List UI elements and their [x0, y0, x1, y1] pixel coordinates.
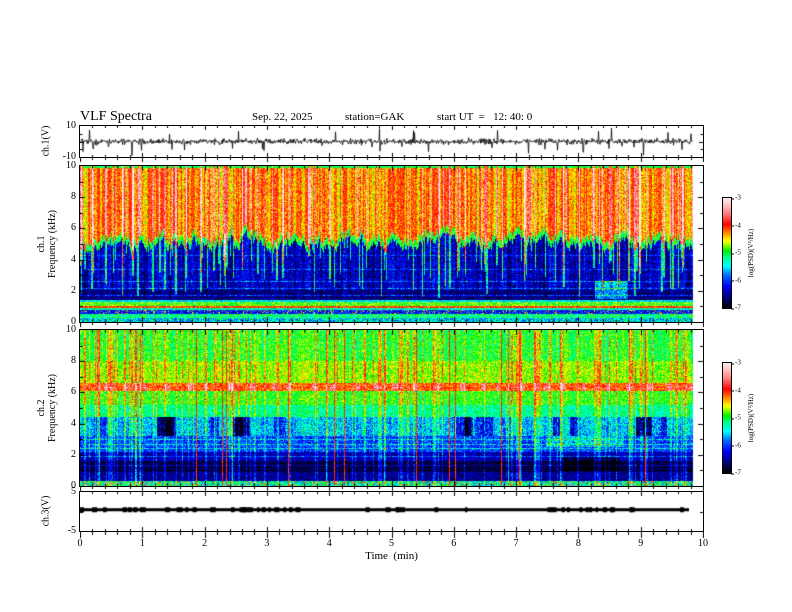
tick-label: -5 — [731, 248, 741, 257]
ch1-y-label: ch.1(V) — [40, 125, 52, 157]
tick-label: -3 — [731, 193, 741, 202]
colorbar-ch2-label: log(PSD)(V²/Hz) — [747, 393, 755, 443]
tick-label: 1 — [139, 538, 145, 549]
tick-label: 10 — [698, 538, 708, 549]
tick-label: -7 — [731, 303, 741, 312]
spec2-bottom-ticks — [80, 487, 704, 492]
start-ut-label: start UT = 12: 40: 0 — [437, 111, 533, 123]
tick-label: 10 — [66, 120, 76, 131]
page-title: VLF Spectra — [80, 109, 152, 124]
tick-label: 4 — [326, 538, 332, 549]
tick-label: 6 — [71, 222, 76, 234]
tick-label: 10 — [66, 324, 76, 335]
tick-label: -4 — [731, 386, 741, 394]
time-axis-title: Time (min) — [365, 550, 418, 562]
tick-label: 8 — [575, 538, 581, 549]
tick-label: -5 — [67, 525, 76, 536]
tick-label: 4 — [71, 417, 76, 429]
tick-label: -6 — [731, 441, 741, 449]
tick-label: 9 — [638, 538, 644, 549]
colorbar-ch1-label: log(PSD)(V²/Hz) — [747, 228, 755, 278]
ch3-waveform-panel — [79, 491, 704, 532]
tick-label: 6 — [71, 386, 76, 398]
tick-label: 0 — [71, 316, 76, 327]
tick-label: -7 — [731, 468, 741, 477]
ch3-y-label: ch.3(V) — [40, 495, 52, 527]
tick-label: 8 — [71, 191, 76, 203]
time-axis-tick-labels: 0 1 2 3 4 5 6 7 8 9 10 — [77, 538, 709, 549]
tick-label: 3 — [264, 538, 270, 549]
tick-label: -3 — [731, 358, 741, 367]
tick-label: 0 — [71, 480, 76, 491]
tick-label: -4 — [731, 221, 741, 229]
ch2-spectrogram-panel — [79, 329, 704, 487]
tick-label: 5 — [389, 538, 394, 549]
ch1-spec-y-label: ch.1 Frequency (kHz) — [36, 210, 58, 278]
spec1-bottom-ticks — [80, 323, 704, 329]
ch3-waveform-canvas — [80, 492, 703, 531]
tick-label: 8 — [71, 355, 76, 367]
tick-label: 5 — [71, 486, 76, 497]
tick-label: 4 — [71, 253, 76, 265]
ch2-spec-y-label-line1: ch.2 — [36, 399, 47, 417]
colorbar-ch1-ticks: -3 -4 -5 -6 -7 — [731, 193, 753, 311]
ch3-y-ticks: 5 -5 — [50, 487, 76, 536]
colorbar-ch2-ticks: -3 -4 -5 -6 -7 — [731, 358, 753, 476]
ch2-spec-y-ticks: 10 8 6 4 2 0 — [50, 325, 76, 491]
ch1-panel-bottom-ticks — [80, 158, 704, 164]
time-axis-ticks — [80, 532, 704, 540]
station-label: station=GAK — [345, 111, 405, 123]
tick-label: 2 — [202, 538, 208, 549]
tick-label: -10 — [62, 151, 76, 162]
ch1-spectrogram-panel — [79, 165, 704, 323]
tick-label: -5 — [731, 413, 741, 422]
date-label: Sep. 22, 2025 — [252, 111, 313, 123]
ch1-waveform-panel — [79, 125, 704, 158]
ch2-spec-y-label: ch.2 Frequency (kHz) — [36, 374, 58, 442]
ch1-spec-y-ticks: 10 8 6 4 2 0 — [50, 161, 76, 327]
ch1-spec-y-label-line2: Frequency (kHz) — [47, 209, 58, 279]
tick-label: 6 — [451, 538, 457, 549]
ch1-waveform-canvas — [80, 126, 703, 157]
tick-label: 10 — [66, 160, 76, 171]
tick-label: 7 — [513, 538, 519, 549]
tick-label: 2 — [71, 284, 76, 296]
tick-label: -6 — [731, 276, 741, 284]
tick-label: 0 — [77, 538, 83, 549]
ch2-spectrogram-canvas — [80, 330, 703, 486]
tick-label: 2 — [71, 448, 76, 460]
ch2-spec-y-label-line2: Frequency (kHz) — [47, 373, 58, 443]
ch1-spectrogram-canvas — [80, 166, 703, 322]
ch1-y-ticks: 10 -10 — [50, 121, 76, 162]
ch1-spec-y-label-line1: ch.1 — [36, 235, 47, 253]
